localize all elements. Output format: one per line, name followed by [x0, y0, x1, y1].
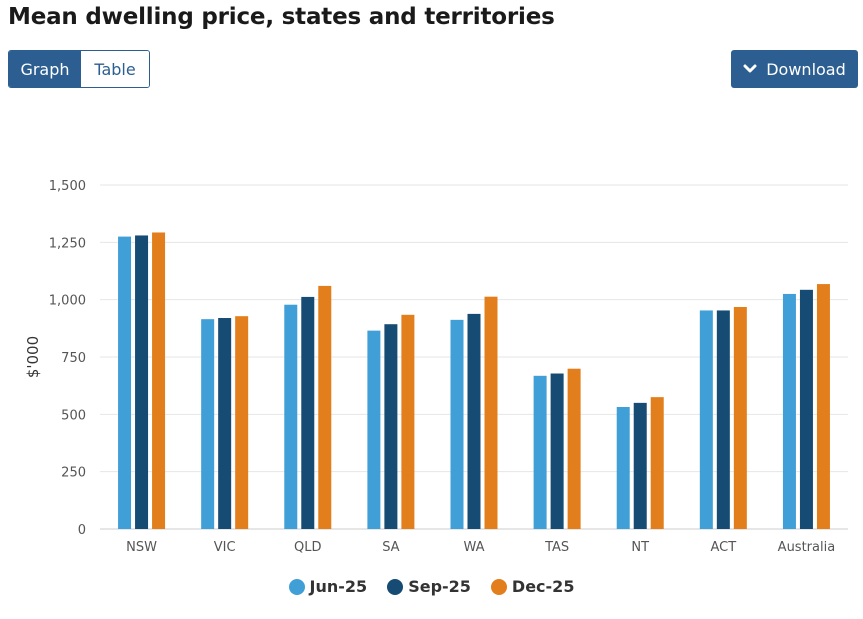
bar-sa-dec-25[interactable] [401, 314, 415, 529]
bar-tas-sep-25[interactable] [550, 373, 564, 529]
legend-label: Jun-25 [309, 577, 368, 596]
bar-nsw-jun-25[interactable] [118, 236, 132, 529]
bar-act-sep-25[interactable] [716, 310, 730, 529]
bar-act-jun-25[interactable] [699, 310, 713, 529]
x-tick-label: QLD [294, 540, 322, 555]
x-tick-label: TAS [544, 540, 569, 555]
bar-vic-sep-25[interactable] [218, 318, 232, 529]
legend-dot [387, 578, 404, 595]
table-tab[interactable]: Table [81, 51, 149, 87]
x-tick-label: NT [631, 540, 649, 555]
bar-nsw-dec-25[interactable] [152, 232, 166, 530]
graph-tab[interactable]: Graph [9, 51, 81, 87]
view-toggle: Graph Table [8, 50, 150, 88]
y-tick-label: 750 [61, 351, 86, 366]
legend-dot [490, 578, 507, 595]
legend-label: Sep-25 [408, 577, 471, 596]
legend-item[interactable]: Dec-25 [490, 577, 575, 596]
x-tick-label: WA [463, 540, 484, 555]
y-axis-label: $'000 [24, 336, 42, 378]
bar-australia-jun-25[interactable] [782, 293, 796, 529]
chevron-down-icon [743, 64, 757, 74]
bar-nsw-sep-25[interactable] [135, 235, 149, 529]
y-tick-label: 0 [78, 523, 86, 538]
bar-qld-jun-25[interactable] [284, 304, 298, 529]
bar-australia-sep-25[interactable] [799, 289, 813, 529]
legend-dot [288, 578, 305, 595]
page-title: Mean dwelling price, states and territor… [8, 4, 555, 30]
y-tick-label: 1,250 [49, 236, 86, 251]
y-tick-label: 250 [61, 466, 86, 481]
bar-sa-jun-25[interactable] [367, 330, 381, 529]
bar-wa-jun-25[interactable] [450, 319, 464, 529]
bar-nt-dec-25[interactable] [650, 397, 664, 529]
x-tick-label: SA [382, 540, 399, 555]
bar-nt-sep-25[interactable] [633, 402, 647, 529]
bar-act-dec-25[interactable] [733, 307, 747, 529]
legend-item[interactable]: Sep-25 [387, 577, 471, 596]
bar-wa-dec-25[interactable] [484, 296, 498, 529]
bar-tas-dec-25[interactable] [567, 368, 581, 529]
bar-sa-sep-25[interactable] [384, 324, 398, 529]
download-label: Download [766, 59, 846, 79]
x-tick-label: Australia [778, 540, 836, 555]
y-tick-label: 500 [61, 408, 86, 423]
bar-qld-sep-25[interactable] [301, 296, 315, 529]
legend-label: Dec-25 [511, 577, 575, 596]
y-tick-label: 1,500 [49, 179, 86, 194]
legend-item[interactable]: Jun-25 [288, 577, 368, 596]
legend: Jun-25 Sep-25 Dec-25 [0, 577, 863, 596]
x-tick-label: ACT [710, 540, 736, 555]
download-button[interactable]: Download [731, 50, 858, 88]
bar-vic-jun-25[interactable] [201, 319, 215, 529]
bar-nt-jun-25[interactable] [616, 406, 630, 529]
y-tick-label: 1,000 [49, 294, 86, 309]
bar-australia-dec-25[interactable] [816, 284, 830, 529]
bar-wa-sep-25[interactable] [467, 313, 481, 529]
bar-vic-dec-25[interactable] [235, 316, 249, 529]
x-tick-label: VIC [214, 540, 236, 555]
bar-qld-dec-25[interactable] [318, 285, 332, 529]
bar-tas-jun-25[interactable] [533, 375, 547, 529]
x-tick-label: NSW [126, 540, 157, 555]
